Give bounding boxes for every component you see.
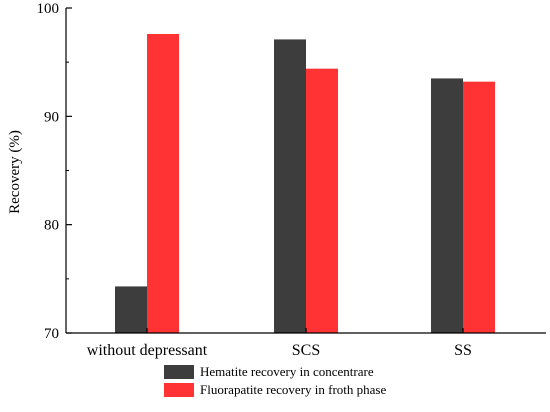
legend: Hematite recovery in concentrare Fluorapa… (164, 364, 386, 397)
x-tick-label: SS (454, 342, 472, 359)
legend-label-fluorapatite: Fluorapatite recovery in froth phase (200, 382, 386, 397)
y-tick-label: 80 (44, 218, 59, 234)
bar-fluorapatite-1 (306, 68, 338, 334)
bar-hematite-1 (274, 39, 306, 334)
bar-hematite-2 (431, 78, 463, 334)
y-tick-label: 100 (37, 1, 60, 17)
legend-swatch-hematite (164, 365, 194, 379)
plot-area: 70 80 90 100 without depressant SCS SS (37, 1, 546, 359)
x-tick-label: without depressant (87, 342, 208, 359)
x-tick-label: SCS (292, 342, 320, 359)
bar-fluorapatite-2 (463, 81, 495, 334)
legend-label-hematite: Hematite recovery in concentrare (200, 364, 374, 379)
y-tick-label: 70 (44, 326, 59, 342)
bar-hematite-0 (115, 286, 147, 333)
y-tick-label: 90 (44, 109, 59, 125)
bar-fluorapatite-0 (147, 34, 179, 333)
y-axis-label: Recovery (%) (7, 130, 23, 214)
legend-swatch-fluorapatite (164, 383, 194, 397)
